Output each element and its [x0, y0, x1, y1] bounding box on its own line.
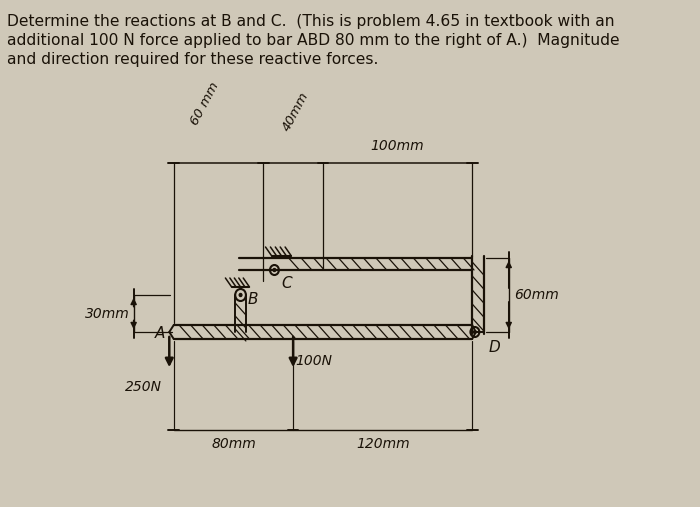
- Circle shape: [273, 269, 276, 272]
- Text: C: C: [281, 276, 292, 291]
- Text: B: B: [248, 292, 258, 307]
- Text: additional 100 N force applied to bar ABD 80 mm to the right of A.)  Magnitude: additional 100 N force applied to bar AB…: [7, 33, 620, 48]
- Text: D: D: [488, 340, 500, 355]
- Circle shape: [239, 294, 242, 297]
- Text: 250N: 250N: [125, 380, 162, 394]
- Text: 60 mm: 60 mm: [188, 80, 222, 127]
- Text: 30mm: 30mm: [85, 307, 130, 320]
- Text: 80mm: 80mm: [211, 437, 256, 451]
- Text: and direction required for these reactive forces.: and direction required for these reactiv…: [7, 52, 379, 67]
- Text: 60mm: 60mm: [514, 288, 559, 302]
- Circle shape: [473, 331, 476, 334]
- Text: 120mm: 120mm: [356, 437, 410, 451]
- Text: Determine the reactions at B and C.  (This is problem 4.65 in textbook with an: Determine the reactions at B and C. (Thi…: [7, 14, 615, 29]
- Text: 40mm: 40mm: [281, 89, 312, 133]
- Text: 100N: 100N: [296, 354, 332, 368]
- Text: A: A: [155, 327, 164, 342]
- Text: 100mm: 100mm: [371, 139, 424, 153]
